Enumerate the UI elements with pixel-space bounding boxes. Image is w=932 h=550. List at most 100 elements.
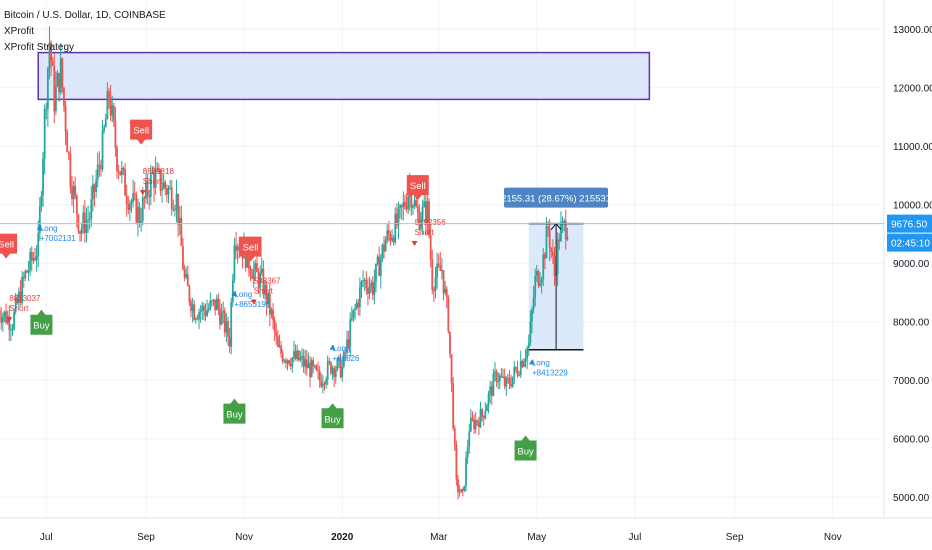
measure-label: 2155.31 (28.67%) 215531 [501,194,611,205]
candle-body [125,195,128,205]
candle-body [479,409,482,428]
candle-body [368,287,371,294]
y-tick-label: 9000.00 [893,259,930,270]
long-arrow-icon [36,224,43,230]
sell-signal-box[interactable] [406,175,429,201]
candle-body [58,73,61,93]
sell-signal-box[interactable] [0,233,18,259]
candle-body [272,309,274,320]
candle-body [395,213,398,226]
candle-body [202,305,205,311]
buy-signal-box[interactable] [30,309,53,335]
candle-body [481,409,484,416]
candle-body [225,321,228,333]
candle-body [449,331,451,355]
price-axis-bg[interactable] [884,0,932,550]
candle-body [378,256,381,276]
candle-body [371,282,374,295]
candle-body [170,187,173,209]
candle-body [447,297,450,332]
candle-body [487,393,490,406]
candle-body [323,383,326,385]
indicator-xprofit-strategy[interactable]: XProfit Strategy [4,42,75,53]
candle-body [186,274,189,286]
candle-body [363,280,366,282]
candle-body [350,317,353,320]
candle-body [556,239,559,275]
candle-body [212,299,215,302]
candle-layer [0,26,569,500]
candle-body [9,329,12,331]
candle-body [436,263,438,278]
candle-body [478,422,480,428]
time-axis-bg[interactable] [0,518,932,550]
indicator-xprofit[interactable]: XProfit [4,26,35,37]
candle-body [352,309,355,318]
candle-body [531,309,533,322]
candle-body [87,219,89,221]
candle-body [421,206,424,222]
short-arrow-icon [6,317,13,323]
candle-body [196,318,199,320]
candle-body [482,415,485,419]
candle-body [122,168,125,170]
candle-body [288,360,291,365]
short-label: 8813037 [9,294,41,303]
candle-body [560,224,562,241]
candle-body [214,299,217,311]
x-tick-label: Sep [726,532,744,543]
buy-signal-box[interactable] [321,403,344,429]
candle-body [264,285,266,295]
candle-body [405,206,408,209]
candle-body [75,195,78,215]
candle-body [281,353,284,362]
candle-body [270,309,273,315]
candle-body [3,311,6,317]
candle-body [215,298,218,311]
candle-body [149,173,152,198]
candle-body [383,244,385,252]
candle-body [402,201,405,208]
buy-signal-box[interactable] [223,398,246,424]
candle-body [148,195,151,198]
candle-body [463,485,466,491]
sell-signal-box[interactable] [239,236,262,262]
candle-body [14,298,17,312]
candle-body [304,359,307,367]
x-tick-label: 2020 [331,532,354,543]
candle-body [11,328,14,330]
y-tick-label: 7000.00 [893,376,930,387]
candle-body [561,221,564,225]
candle-body [55,86,57,112]
candle-body [429,235,432,260]
candle-body [128,203,131,210]
candle-body [468,431,471,448]
symbol-title[interactable]: Bitcoin / U.S. Dollar, 1D, COINBASE [4,10,166,21]
supply-zone[interactable] [37,51,651,101]
candle-body [206,310,208,316]
candle-body [53,65,56,112]
candle-body [27,269,30,273]
candle-body [135,194,138,223]
candle-body [222,310,225,313]
candle-body [432,289,435,292]
candle-body [228,336,231,347]
countdown-label: 02:45:10 [891,239,930,250]
short-arrow-icon [139,190,146,196]
candle-body [82,212,85,228]
candle-body [339,357,342,378]
candle-body [71,187,73,200]
long-label: Long [532,358,550,367]
buy-signal-box[interactable] [514,435,537,461]
long-arrow-icon [231,290,238,296]
candle-body [74,185,77,196]
candle-body [518,374,521,376]
candle-body [341,366,344,378]
candle-body [445,288,448,298]
sell-signal-box[interactable] [130,119,153,145]
candle-body [35,255,38,261]
candle-body [469,417,472,432]
candle-body [91,184,94,200]
